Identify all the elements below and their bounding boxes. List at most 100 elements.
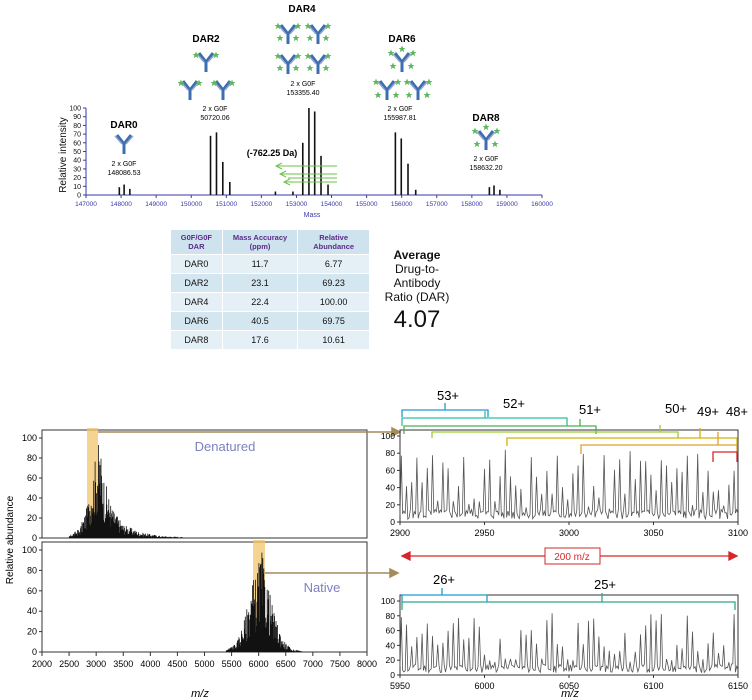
table-row: DAR4 22.4 100.00	[170, 292, 370, 312]
column-header: G0F/G0F DAR	[170, 229, 223, 255]
x-tick-label: 156000	[391, 201, 413, 208]
y-tick-label: 0	[390, 517, 395, 527]
x-tick-label: 152000	[251, 201, 273, 208]
column-header: Relative Abundance	[297, 229, 370, 255]
y-tick-label: 40	[386, 640, 396, 650]
x-tick-label: 6500	[276, 659, 296, 669]
table-row: DAR6 40.5 69.75	[170, 311, 370, 331]
y-tick-label: 60	[386, 626, 396, 636]
denatured-panel-frame	[41, 429, 368, 539]
x-tick-label: 2000	[32, 659, 52, 669]
x-tick-label: 3050	[643, 528, 663, 538]
x-tick-label: 3000	[86, 659, 106, 669]
spectrum-trace	[68, 445, 183, 538]
y-tick-label: 80	[27, 453, 37, 463]
table-cell: 69.75	[297, 311, 370, 331]
y-tick-label: 0	[77, 193, 81, 200]
y-tick-label: 40	[27, 493, 37, 503]
x-tick-label: 3500	[113, 659, 133, 669]
x-tick-label: 3100	[728, 528, 748, 538]
x-tick-label: 6100	[643, 681, 663, 691]
x-tick-label: 6150	[728, 681, 748, 691]
charge-48: 48+	[726, 404, 748, 419]
dar0-label: DAR0	[110, 120, 138, 131]
y-tick-label: 40	[27, 606, 37, 616]
y-tick-label: 60	[386, 465, 396, 475]
spectrum-trace	[225, 552, 303, 652]
table-row: DAR0 11.7 6.77	[170, 254, 370, 274]
mass-shift-arrows	[274, 162, 337, 186]
charge-52: 52+	[503, 396, 525, 411]
dar4-label: DAR4	[288, 4, 316, 15]
top-x-label: Mass	[304, 212, 321, 219]
top-y-label: Relative intensity	[58, 117, 69, 193]
dar6-sub: 2 x G0F	[388, 106, 413, 113]
x-tick-label: 7000	[303, 659, 323, 669]
x-tick-label: 150000	[180, 201, 202, 208]
average-line2: Ratio (DAR)	[384, 290, 450, 304]
charge-53: 53+	[437, 388, 459, 403]
x-tick-label: 160000	[531, 201, 553, 208]
x-tick-label: 6000	[474, 681, 494, 691]
x-tick-label: 155000	[356, 201, 378, 208]
x-tick-label: 154000	[321, 201, 343, 208]
y-tick-label: 20	[386, 500, 396, 510]
table-row: DAR8 17.6 10.61	[170, 330, 370, 350]
table-row: DAR2 23.1 69.23	[170, 273, 370, 293]
table-cell: 17.6	[221, 330, 299, 350]
table-cell: DAR4	[170, 292, 223, 312]
dar2-sub: 2 x G0F	[203, 106, 228, 113]
x-tick-label: 5000	[194, 659, 214, 669]
x-tick-label: 6000	[249, 659, 269, 669]
y-tick-label: 100	[381, 431, 395, 441]
x-tick-label: 158000	[461, 201, 483, 208]
span-indicator	[400, 550, 739, 562]
table-cell: 23.1	[221, 273, 299, 293]
dar6-antibodies-icon	[372, 45, 433, 102]
span-label: 200 m/z	[554, 552, 590, 563]
mass-shift-label: (-762.25 Da)	[247, 148, 298, 158]
y-tick-label: 20	[27, 513, 37, 523]
dar8-sub: 2 x G0F	[474, 156, 499, 163]
left-x-label: m/z	[191, 688, 209, 700]
y-tick-label: 0	[32, 533, 37, 543]
table-cell: 100.00	[297, 292, 370, 312]
y-tick-label: 10	[73, 184, 81, 191]
x-tick-label: 4500	[167, 659, 187, 669]
dar8-mass: 158632.20	[469, 165, 502, 172]
y-tick-label: 60	[27, 473, 37, 483]
table-cell: 10.61	[297, 330, 370, 350]
antibody-icon	[113, 133, 135, 156]
charge-51: 51+	[579, 402, 601, 417]
table-cell: 69.23	[297, 273, 370, 293]
zoom-trace	[399, 613, 739, 674]
y-tick-label: 40	[386, 483, 396, 493]
native-panel-frame	[41, 541, 368, 653]
dar0-sub: 2 x G0F	[112, 161, 137, 168]
x-tick-label: 147000	[75, 201, 97, 208]
table-cell: DAR6	[170, 311, 223, 331]
column-header: Mass Accuracy (ppm)	[221, 229, 299, 255]
y-tick-label: 100	[22, 545, 37, 555]
x-tick-label: 151000	[215, 201, 237, 208]
y-tick-label: 80	[73, 123, 81, 130]
y-tick-label: 60	[27, 586, 37, 596]
dar8-antibody-icon	[471, 123, 501, 152]
dar6-label: DAR6	[388, 34, 416, 45]
average-title: Average	[393, 248, 441, 262]
left-y-label: Relative abundance	[5, 495, 16, 584]
dar6-mass: 155987.81	[383, 115, 416, 122]
x-tick-label: 148000	[110, 201, 132, 208]
dar-table: G0F/G0F DAR Mass Accuracy (ppm) Relative…	[170, 229, 370, 350]
y-tick-label: 70	[73, 132, 81, 139]
zoom-arrows	[98, 426, 402, 579]
average-dar-box: Average Drug-to-Antibody Ratio (DAR) 4.0…	[372, 248, 462, 334]
charge-25: 25+	[594, 577, 616, 592]
y-tick-label: 80	[27, 565, 37, 575]
y-tick-label: 100	[22, 433, 37, 443]
right-x-label: m/z	[561, 688, 579, 700]
zoom-trace	[399, 449, 739, 521]
dar4-sub: 2 x G0F	[291, 81, 316, 88]
x-tick-label: 7500	[330, 659, 350, 669]
